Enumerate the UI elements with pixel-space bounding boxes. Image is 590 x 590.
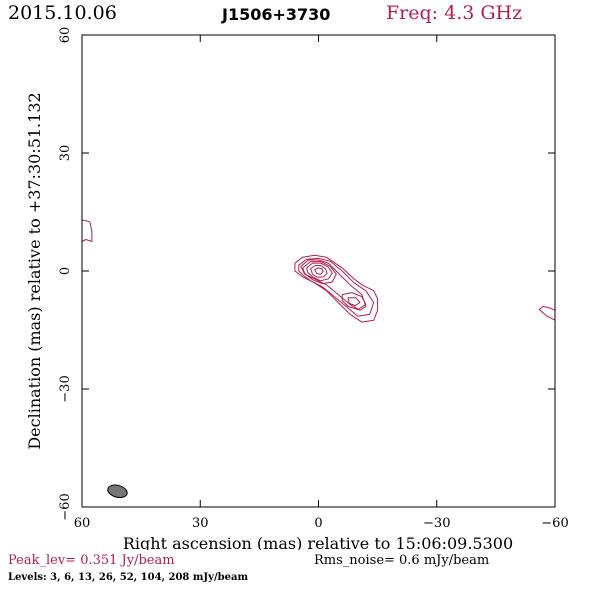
contour-core-jet-outer <box>294 254 379 323</box>
y-tick-label: 0 <box>58 267 73 275</box>
contour-core-jet-level-3 <box>300 259 367 311</box>
contour-jet-knot-inner <box>347 297 361 307</box>
contour-core-level-6 <box>310 265 328 278</box>
contour-layer <box>81 219 556 323</box>
contour-core-level-4 <box>302 261 337 285</box>
beam-ellipse <box>107 484 128 499</box>
contour-core-level-7 <box>314 267 324 275</box>
x-tick-label: 0 <box>314 516 322 531</box>
beam-layer <box>107 484 128 499</box>
y-tick-label: −60 <box>58 493 73 520</box>
contour-core-jet-level-2 <box>298 257 375 317</box>
contour-left-edge-contour <box>81 219 93 242</box>
y-axis-label: Declination (mas) relative to +37:30:51.… <box>25 92 44 449</box>
x-tick-label: 30 <box>192 516 209 531</box>
plot-frame <box>81 34 556 508</box>
contour-right-edge-contour <box>538 305 556 321</box>
peak-level: Peak_lev= 0.351 Jy/beam <box>8 553 175 568</box>
y-tick-label: 30 <box>58 145 73 162</box>
source-name: J1506+3730 <box>222 5 331 24</box>
observation-date: 2015.10.06 <box>8 2 117 24</box>
x-tick-label: −30 <box>423 516 450 531</box>
contour-levels: Levels: 3, 6, 13, 26, 52, 104, 208 mJy/b… <box>8 572 249 583</box>
x-tick-label: −60 <box>541 516 568 531</box>
rms-noise: Rms_noise= 0.6 mJy/beam <box>314 553 490 568</box>
contour-core-level-5 <box>306 262 333 282</box>
ticks-layer <box>81 34 556 508</box>
y-tick-label: 60 <box>58 27 73 44</box>
x-tick-label: 60 <box>74 516 91 531</box>
x-axis-label: Right ascension (mas) relative to 15:06:… <box>123 534 513 550</box>
frequency-label: Freq: 4.3 GHz <box>386 2 523 24</box>
contour-jet-knot-outer <box>341 292 367 310</box>
y-tick-label: −30 <box>58 375 73 402</box>
